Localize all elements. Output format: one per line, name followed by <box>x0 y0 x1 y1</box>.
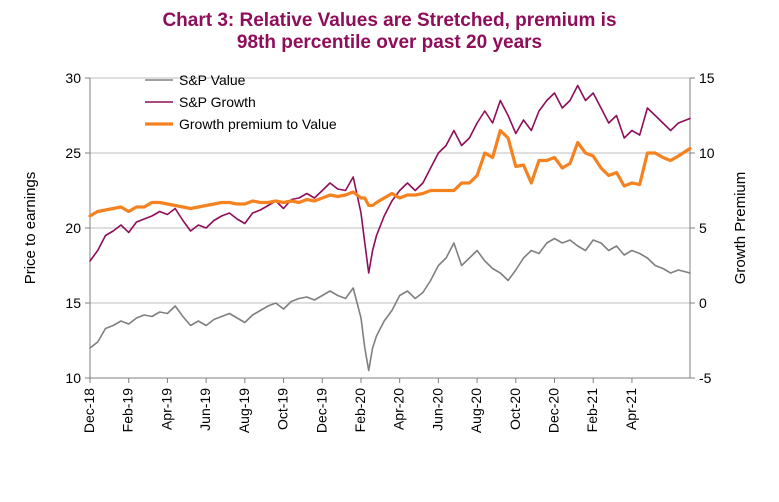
chart-title-line1: Chart 3: Relative Values are Stretched, … <box>162 10 616 31</box>
series-sp_value <box>90 239 690 371</box>
y-left-tick-label: 15 <box>65 295 81 311</box>
x-tick-label: Jun-20 <box>429 388 445 431</box>
chart-title-line2: 98th percentile over past 20 years <box>237 32 542 53</box>
x-tick-label: Aug-19 <box>236 388 252 433</box>
y-right-tick-label: 10 <box>699 145 715 161</box>
x-tick-label: Oct-19 <box>275 388 291 430</box>
y-left-tick-label: 10 <box>65 370 81 386</box>
x-tick-label: Apr-21 <box>623 388 639 430</box>
y-right-tick-label: 5 <box>699 220 707 236</box>
chart-title: Chart 3: Relative Values are Stretched, … <box>0 0 779 58</box>
legend-label: S&P Value <box>179 72 246 88</box>
y-left-tick-label: 20 <box>65 220 81 236</box>
chart-container: Chart 3: Relative Values are Stretched, … <box>0 0 779 502</box>
x-tick-label: Apr-19 <box>158 388 174 430</box>
y-right-axis-label: Growth Premium <box>732 172 749 285</box>
x-tick-label: Feb-20 <box>352 388 368 433</box>
x-tick-label: Jun-19 <box>197 388 213 431</box>
x-tick-label: Feb-21 <box>584 388 600 433</box>
y-left-tick-label: 30 <box>65 70 81 86</box>
legend-label: Growth premium to Value <box>179 116 337 132</box>
y-right-tick-label: 15 <box>699 70 715 86</box>
series-sp_growth <box>90 86 690 274</box>
y-left-tick-label: 25 <box>65 145 81 161</box>
x-tick-label: Feb-19 <box>120 388 136 433</box>
legend-label: S&P Growth <box>179 94 256 110</box>
y-left-axis-label: Price to earnings <box>22 172 39 285</box>
x-tick-label: Oct-20 <box>507 388 523 430</box>
chart-svg: 10 15 20 25 30 -5 0 5 10 15 Dec-18 Feb-19 Apr-19 Jun-… <box>0 58 779 498</box>
x-tick-label: Dec-20 <box>546 388 562 433</box>
x-tick-label: Dec-18 <box>81 388 97 433</box>
y-right-tick-label: 0 <box>699 295 707 311</box>
x-tick-label: Aug-20 <box>468 388 484 433</box>
x-tick-label: Apr-20 <box>391 388 407 430</box>
x-tick-label: Dec-19 <box>313 388 329 433</box>
y-right-tick-label: -5 <box>699 370 712 386</box>
